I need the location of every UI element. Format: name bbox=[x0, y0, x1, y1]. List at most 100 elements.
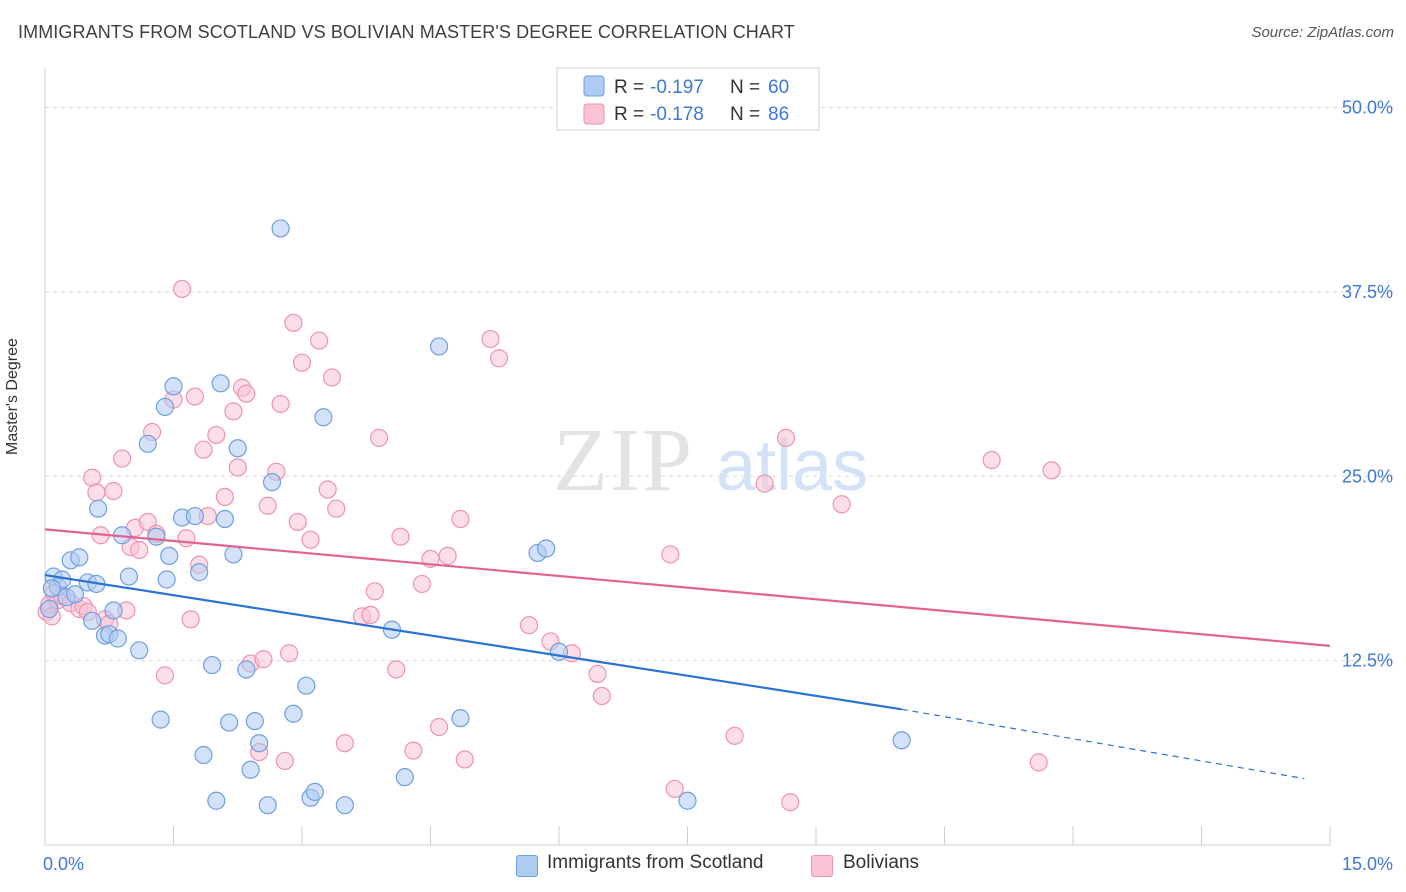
bolivian-point bbox=[335, 734, 354, 753]
scotland-point bbox=[194, 745, 213, 765]
legend-r-value-1: -0.197 bbox=[650, 77, 704, 98]
scotland-point bbox=[185, 506, 205, 526]
scotland-point bbox=[224, 545, 243, 564]
scotland-point bbox=[262, 473, 282, 492]
bolivian-point bbox=[1042, 461, 1061, 480]
scotland-point bbox=[211, 374, 230, 393]
scotland-trend-extension bbox=[901, 708, 1305, 780]
bolivian-point bbox=[318, 480, 337, 499]
bolivian-point bbox=[365, 582, 384, 601]
bolivian-point bbox=[155, 666, 175, 685]
bolivian-point bbox=[228, 458, 247, 477]
scotland-point bbox=[335, 796, 354, 815]
legend-swatch-scotland bbox=[583, 75, 605, 97]
scotland-point bbox=[202, 655, 222, 675]
scotland-trend-line bbox=[44, 573, 902, 711]
bolivian-point bbox=[322, 368, 342, 387]
scotland-point bbox=[549, 642, 569, 661]
bolivian-point bbox=[588, 664, 607, 684]
watermark-zip: ZIP bbox=[553, 411, 694, 510]
watermark: ZIP atlas bbox=[553, 411, 868, 510]
trend-lines bbox=[44, 528, 1331, 780]
bolivian-point bbox=[361, 605, 380, 625]
x-tick-label: 0.0% bbox=[43, 854, 84, 874]
bolivian-point bbox=[275, 751, 294, 771]
scotland-point bbox=[237, 660, 256, 679]
bolivian-point bbox=[254, 650, 273, 669]
scotland-point bbox=[314, 408, 333, 427]
scotland-point bbox=[245, 711, 264, 731]
scotland-point bbox=[250, 734, 269, 753]
bolivian-point bbox=[284, 313, 303, 332]
y-tick-labels: 12.5% 25.0% 37.5% 50.0% bbox=[1342, 98, 1393, 671]
scotland-point bbox=[157, 570, 176, 589]
scotland-point bbox=[160, 546, 179, 566]
bolivian-point bbox=[665, 779, 684, 799]
scotland-point bbox=[65, 585, 85, 604]
legend-swatch-bolivians bbox=[583, 103, 605, 125]
bolivian-point bbox=[194, 440, 213, 459]
scotland-point bbox=[42, 579, 61, 598]
bolivian-point bbox=[519, 616, 539, 635]
legend-n-label-1: N = bbox=[730, 77, 760, 98]
scotland-point bbox=[215, 509, 234, 529]
legend-r-label-2: R = bbox=[614, 104, 644, 125]
scotland-point bbox=[228, 439, 247, 458]
bolivian-point bbox=[391, 527, 410, 546]
y-tick-label: 12.5% bbox=[1342, 651, 1393, 671]
bottom-legend-bolivians: Bolivians bbox=[843, 852, 920, 873]
scotland-point bbox=[297, 676, 316, 695]
bolivian-point bbox=[301, 530, 320, 549]
bolivian-point bbox=[725, 726, 744, 745]
bottom-legend-scotland: Immigrants from Scotland bbox=[547, 852, 764, 873]
bottom-legend-swatch-bolivians bbox=[811, 855, 833, 877]
bolivian-point bbox=[412, 574, 432, 594]
bolivian-point bbox=[982, 450, 1001, 470]
bolivian-point bbox=[181, 610, 200, 629]
bolivian-point bbox=[327, 499, 346, 518]
bolivian-point bbox=[661, 545, 680, 564]
scotland-point bbox=[147, 527, 166, 546]
y-tick-label: 25.0% bbox=[1342, 466, 1393, 486]
scotland-point bbox=[258, 796, 277, 815]
scotland-points bbox=[40, 219, 911, 815]
scotland-point bbox=[305, 782, 324, 802]
bolivian-point bbox=[271, 394, 290, 414]
y-tick-label: 37.5% bbox=[1342, 282, 1393, 302]
bolivian-point bbox=[776, 428, 796, 447]
bolivian-point bbox=[832, 495, 851, 514]
bolivian-point bbox=[755, 474, 774, 493]
bottom-legend: Immigrants from Scotland Bolivians bbox=[0, 850, 1406, 880]
scotland-point bbox=[40, 599, 59, 619]
bolivian-point bbox=[489, 349, 509, 368]
bolivian-point bbox=[177, 529, 196, 548]
scotland-point bbox=[70, 548, 89, 567]
y-tick-label: 50.0% bbox=[1342, 98, 1393, 118]
scotland-point bbox=[451, 709, 470, 728]
x-tick-label: 15.0% bbox=[1342, 854, 1393, 874]
scotland-point bbox=[83, 611, 102, 630]
scotland-point bbox=[207, 791, 226, 810]
bolivian-point bbox=[1029, 753, 1048, 772]
bolivian-point bbox=[455, 750, 474, 769]
bolivian-point bbox=[87, 483, 106, 502]
scotland-point bbox=[190, 563, 209, 582]
bolivian-point bbox=[104, 481, 123, 501]
scotland-point bbox=[220, 713, 239, 732]
bolivian-point bbox=[429, 717, 449, 737]
bolivian-point bbox=[387, 660, 406, 679]
bottom-legend-swatch-scotland bbox=[516, 855, 538, 877]
axes bbox=[44, 68, 1331, 846]
legend-n-value-2: 86 bbox=[768, 104, 789, 125]
scotland-point bbox=[892, 731, 911, 750]
x-tick-labels: 0.0% 15.0% bbox=[43, 854, 1393, 874]
bolivians-trend-line bbox=[44, 528, 1331, 647]
scotland-point bbox=[164, 377, 183, 396]
legend-n-value-1: 60 bbox=[768, 77, 789, 98]
scotland-point bbox=[151, 710, 170, 729]
scotland-point bbox=[395, 768, 414, 787]
bolivians-points bbox=[37, 279, 1061, 812]
bolivian-point bbox=[207, 425, 226, 445]
scotland-point bbox=[104, 601, 123, 620]
